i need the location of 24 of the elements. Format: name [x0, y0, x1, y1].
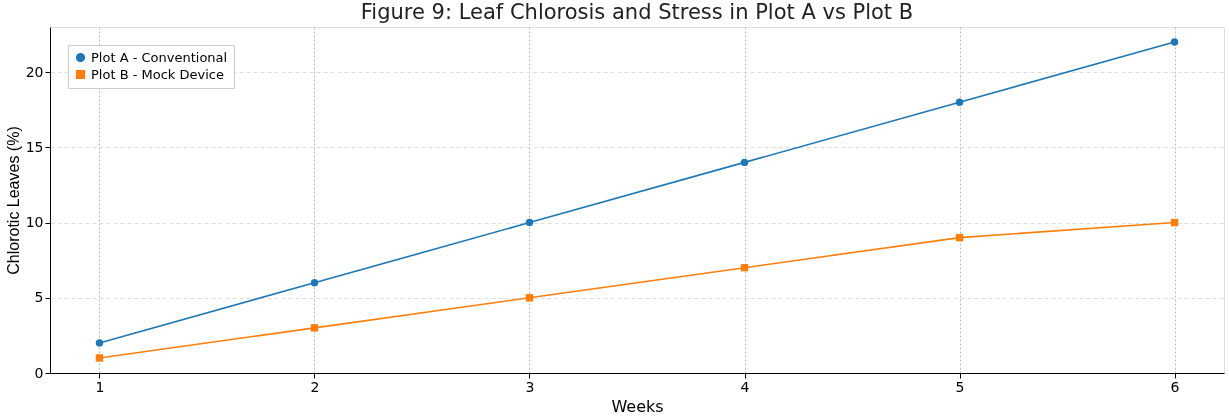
point	[1170, 38, 1179, 46]
legend-label: Plot A - Conventional	[91, 49, 228, 65]
x-axis-title: Weeks	[611, 396, 664, 416]
x-tick-label: 3	[525, 378, 535, 395]
legend-label: Plot B - Mock Device	[91, 66, 224, 82]
point	[740, 158, 749, 167]
y-axis-title: Chlorotic Leaves (%)	[4, 126, 22, 275]
y-tick-label: 5	[34, 289, 44, 306]
chart-title: Figure 9: Leaf Chlorosis and Stress in Plot A vs Plot B	[360, 0, 914, 24]
x-tick-label: 4	[740, 378, 750, 395]
x-tick-label: 1	[95, 378, 105, 395]
y-tick-label: 15	[25, 138, 44, 155]
y-tick-label: 20	[25, 63, 44, 80]
x-tick-label: 5	[955, 378, 965, 395]
y-tick-label: 10	[25, 214, 44, 231]
point	[95, 339, 104, 347]
y-tick-label: 0	[34, 364, 44, 381]
x-tick-label: 2	[310, 378, 320, 395]
point	[310, 279, 319, 287]
point	[525, 218, 534, 227]
point	[95, 354, 104, 362]
point	[310, 324, 319, 332]
x-tick-label: 6	[1170, 378, 1180, 395]
point	[955, 98, 964, 106]
